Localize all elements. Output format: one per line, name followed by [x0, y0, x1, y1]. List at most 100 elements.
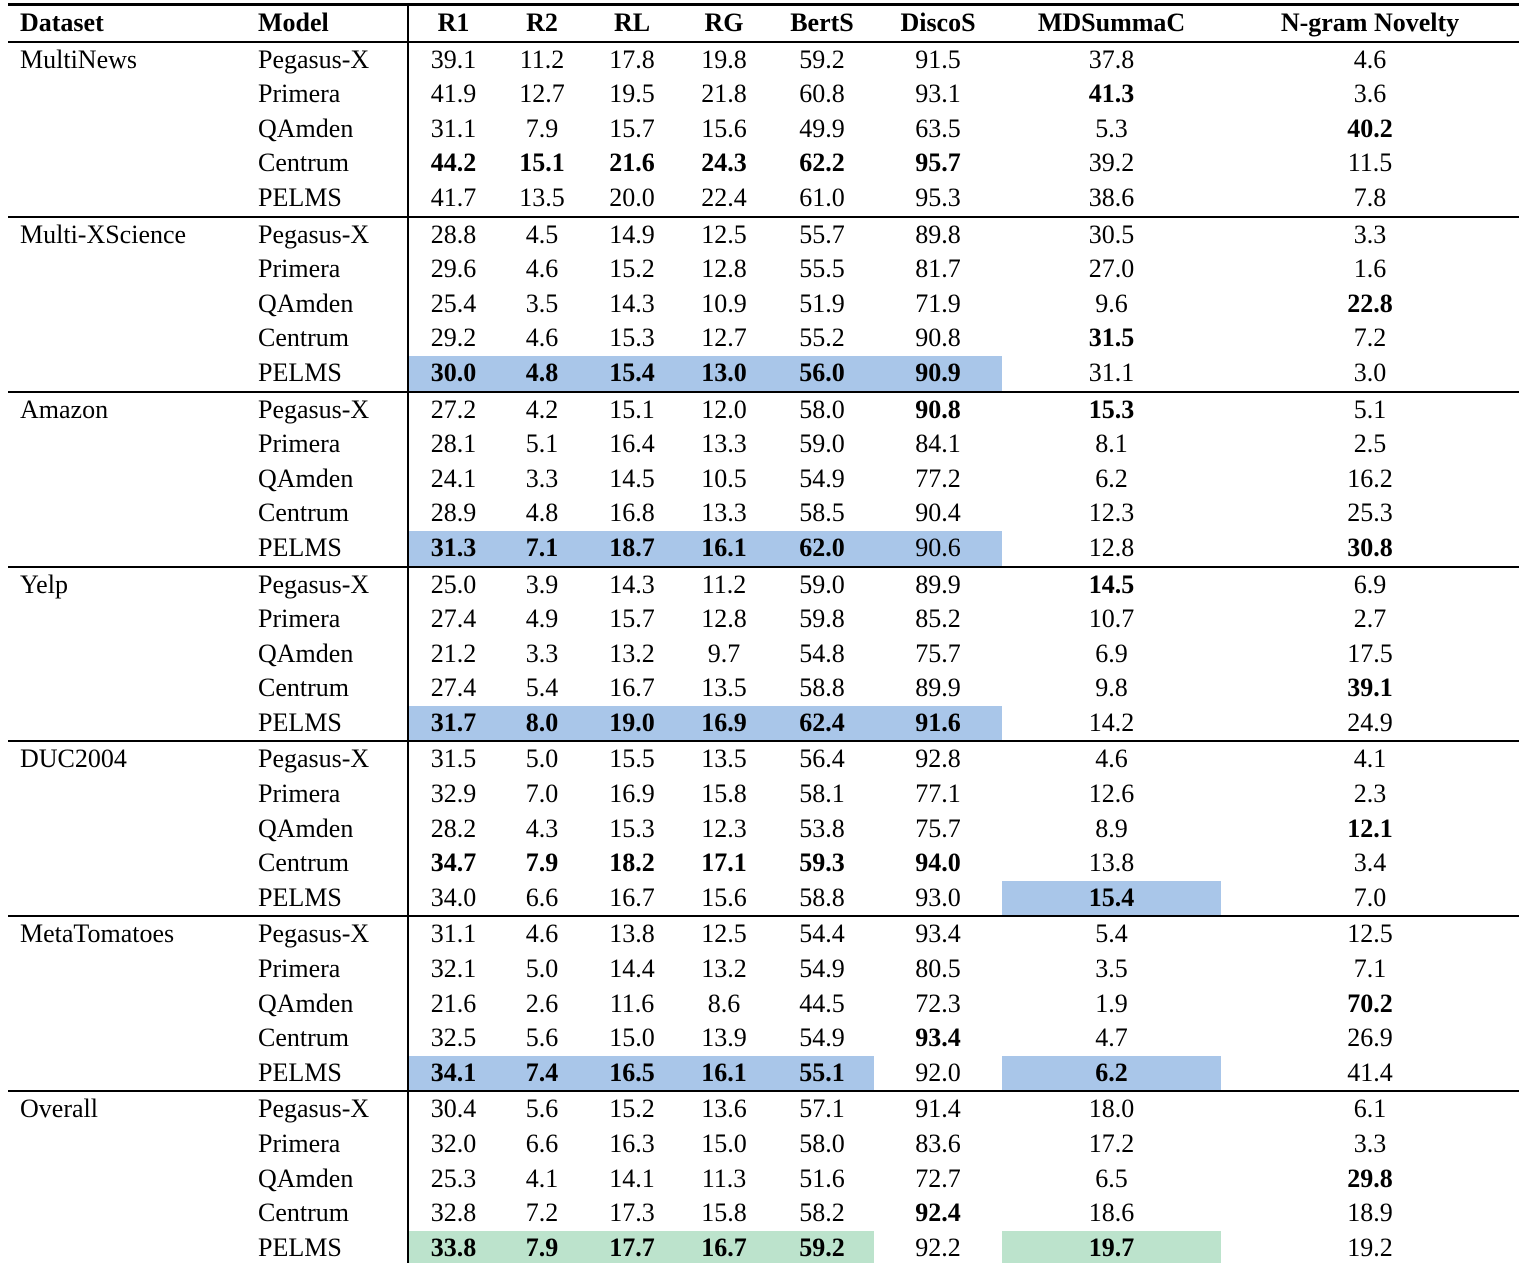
model-cell: Primera [258, 954, 341, 984]
table-row: Primera 32.0 6.6 16.3 15.0 58.0 83.6 17.2 3.3 [8, 1127, 1519, 1162]
dataset-cell [8, 77, 246, 112]
table-row: MetaTomatoes Pegasus-X 31.1 4.6 13.8 12.5 54.4… [8, 915, 1519, 953]
metric-cell: 15.8 [701, 1198, 747, 1228]
metric-cell: 25.3 [407, 1161, 498, 1197]
metric-cell: 15.1 [586, 390, 678, 428]
table-row: QAmden 25.3 4.1 14.1 11.3 51.6 72.7 6.5 29.8 [8, 1161, 1519, 1197]
metric-cell: 28.2 [407, 811, 498, 847]
metric-cell: 16.9 [609, 779, 655, 809]
metric-cell: 9.8 [1095, 673, 1128, 703]
model-cell: Primera [258, 254, 341, 284]
metric-cell: 7.1 [1353, 954, 1387, 984]
dataset-cell [8, 321, 246, 356]
metric-cell: 6.5 [1095, 1163, 1128, 1193]
metric-cell: 33.8 [407, 1230, 498, 1263]
table-row: QAmden 25.4 3.5 14.3 10.9 51.9 71.9 9.6 22.8 [8, 286, 1519, 322]
metric-cell: 53.8 [799, 813, 845, 843]
metric-cell: 3.5 [525, 288, 559, 318]
metric-cell: 8.1 [1095, 429, 1128, 459]
metric-cell: 29.8 [1347, 1163, 1393, 1193]
metric-cell: 28.9 [407, 496, 498, 531]
metric-cell: 4.6 [1002, 740, 1221, 778]
model-cell: QAmden [258, 813, 354, 843]
metric-cell: 16.3 [609, 1129, 655, 1158]
metric-cell: 34.0 [407, 880, 498, 917]
metric-cell: 5.4 [1002, 915, 1221, 953]
metric-cell: 8.0 [498, 705, 586, 742]
metric-cell: 16.4 [609, 429, 655, 459]
metric-cell: 56.0 [770, 355, 874, 392]
metric-cell: 62.4 [770, 705, 874, 742]
metric-cell: 12.5 [678, 215, 770, 253]
metric-cell: 94.0 [915, 848, 961, 878]
metric-cell: 17.2 [1088, 1129, 1135, 1158]
metric-cell: 6.2 [1002, 1055, 1221, 1092]
metric-cell: 3.3 [525, 463, 559, 493]
metric-cell: 54.9 [799, 1023, 845, 1053]
model-cell: Centrum [258, 1023, 349, 1053]
metric-cell: 29.2 [407, 321, 498, 356]
metric-cell: 6.1 [1221, 1090, 1519, 1127]
metric-cell: 4.7 [1095, 1023, 1128, 1053]
dataset-cell [8, 1162, 246, 1197]
metric-cell: 17.3 [609, 1198, 655, 1228]
metric-cell: 92.4 [915, 1198, 961, 1228]
metric-cell: 80.5 [915, 954, 961, 984]
model-cell: Pegasus-X [246, 1090, 408, 1127]
metric-cell: 11.3 [701, 1163, 747, 1193]
table-row: Centrum 29.2 4.6 15.3 12.7 55.2 90.8 31.5 7.2 [8, 321, 1519, 356]
metric-cell: 17.8 [586, 40, 678, 78]
metric-cell: 38.6 [1088, 182, 1135, 212]
metric-cell: 32.1 [407, 952, 498, 987]
metric-cell: 14.5 [609, 463, 655, 493]
metric-cell: 5.1 [525, 429, 559, 459]
metric-cell: 32.8 [407, 1196, 498, 1231]
metric-cell: 89.9 [874, 565, 1002, 603]
table-row: QAmden 31.1 7.9 15.7 15.6 49.9 63.5 5.3 40.2 [8, 111, 1519, 147]
metric-cell: 58.8 [799, 882, 845, 912]
metric-cell: 84.1 [915, 429, 961, 459]
metric-cell: 63.5 [915, 113, 961, 143]
metric-cell: 31.1 [407, 111, 498, 147]
metric-cell: 8.9 [1095, 813, 1128, 843]
metric-cell: 17.7 [586, 1230, 678, 1263]
table-row: Primera 27.4 4.9 15.7 12.8 59.8 85.2 10.7 2.7 [8, 602, 1519, 637]
metric-cell: 8.6 [707, 988, 741, 1018]
metric-cell: 4.9 [525, 604, 559, 634]
metric-cell: 32.9 [407, 777, 498, 812]
table-row: Centrum 32.8 7.2 17.3 15.8 58.2 92.4 18.6 18.9 [8, 1196, 1519, 1231]
metric-cell: 13.6 [678, 1090, 770, 1127]
model-cell: QAmden [258, 288, 354, 318]
metric-cell: 54.9 [799, 463, 845, 493]
metric-cell: 4.2 [498, 390, 586, 428]
metric-cell: 12.3 [701, 813, 747, 843]
dataset-cell [8, 812, 246, 847]
metric-cell: 41.4 [1347, 1057, 1393, 1087]
metric-cell: 17.1 [701, 848, 747, 878]
metric-cell: 2.3 [1353, 779, 1387, 809]
table-row: Primera 41.9 12.7 19.5 21.8 60.8 93.1 41.3 3.6 [8, 77, 1519, 112]
model-cell: Pegasus-X [246, 740, 408, 778]
dataset-cell [8, 1021, 246, 1056]
table-row: Primera 32.1 5.0 14.4 13.2 54.9 80.5 3.5 7.1 [8, 952, 1519, 987]
dataset-cell [8, 287, 246, 322]
metric-cell: 59.2 [770, 1230, 874, 1263]
model-cell: Pegasus-X [246, 915, 408, 953]
metric-cell: 26.9 [1347, 1023, 1393, 1053]
column-header: Dataset [8, 4, 246, 43]
metric-cell: 13.3 [701, 429, 747, 459]
model-cell: QAmden [258, 988, 354, 1018]
model-cell: Primera [258, 604, 341, 634]
metric-cell: 14.3 [609, 288, 655, 318]
metric-cell: 59.0 [799, 429, 845, 459]
metric-cell: 3.3 [525, 638, 559, 668]
metric-cell: 59.0 [770, 565, 874, 603]
metric-cell: 75.7 [915, 813, 961, 843]
metric-cell: 55.1 [770, 1055, 874, 1092]
metric-cell: 7.2 [525, 1198, 559, 1228]
table-body: MultiNews Pegasus-X 39.1 11.2 17.8 19.8 59.2 91… [8, 40, 1519, 1263]
table-row: Centrum 34.7 7.9 18.2 17.1 59.3 94.0 13.8 3.4 [8, 846, 1519, 881]
metric-cell: 59.8 [799, 604, 845, 634]
dataset-cell: MetaTomatoes [8, 915, 246, 953]
metric-cell: 4.5 [498, 215, 586, 253]
